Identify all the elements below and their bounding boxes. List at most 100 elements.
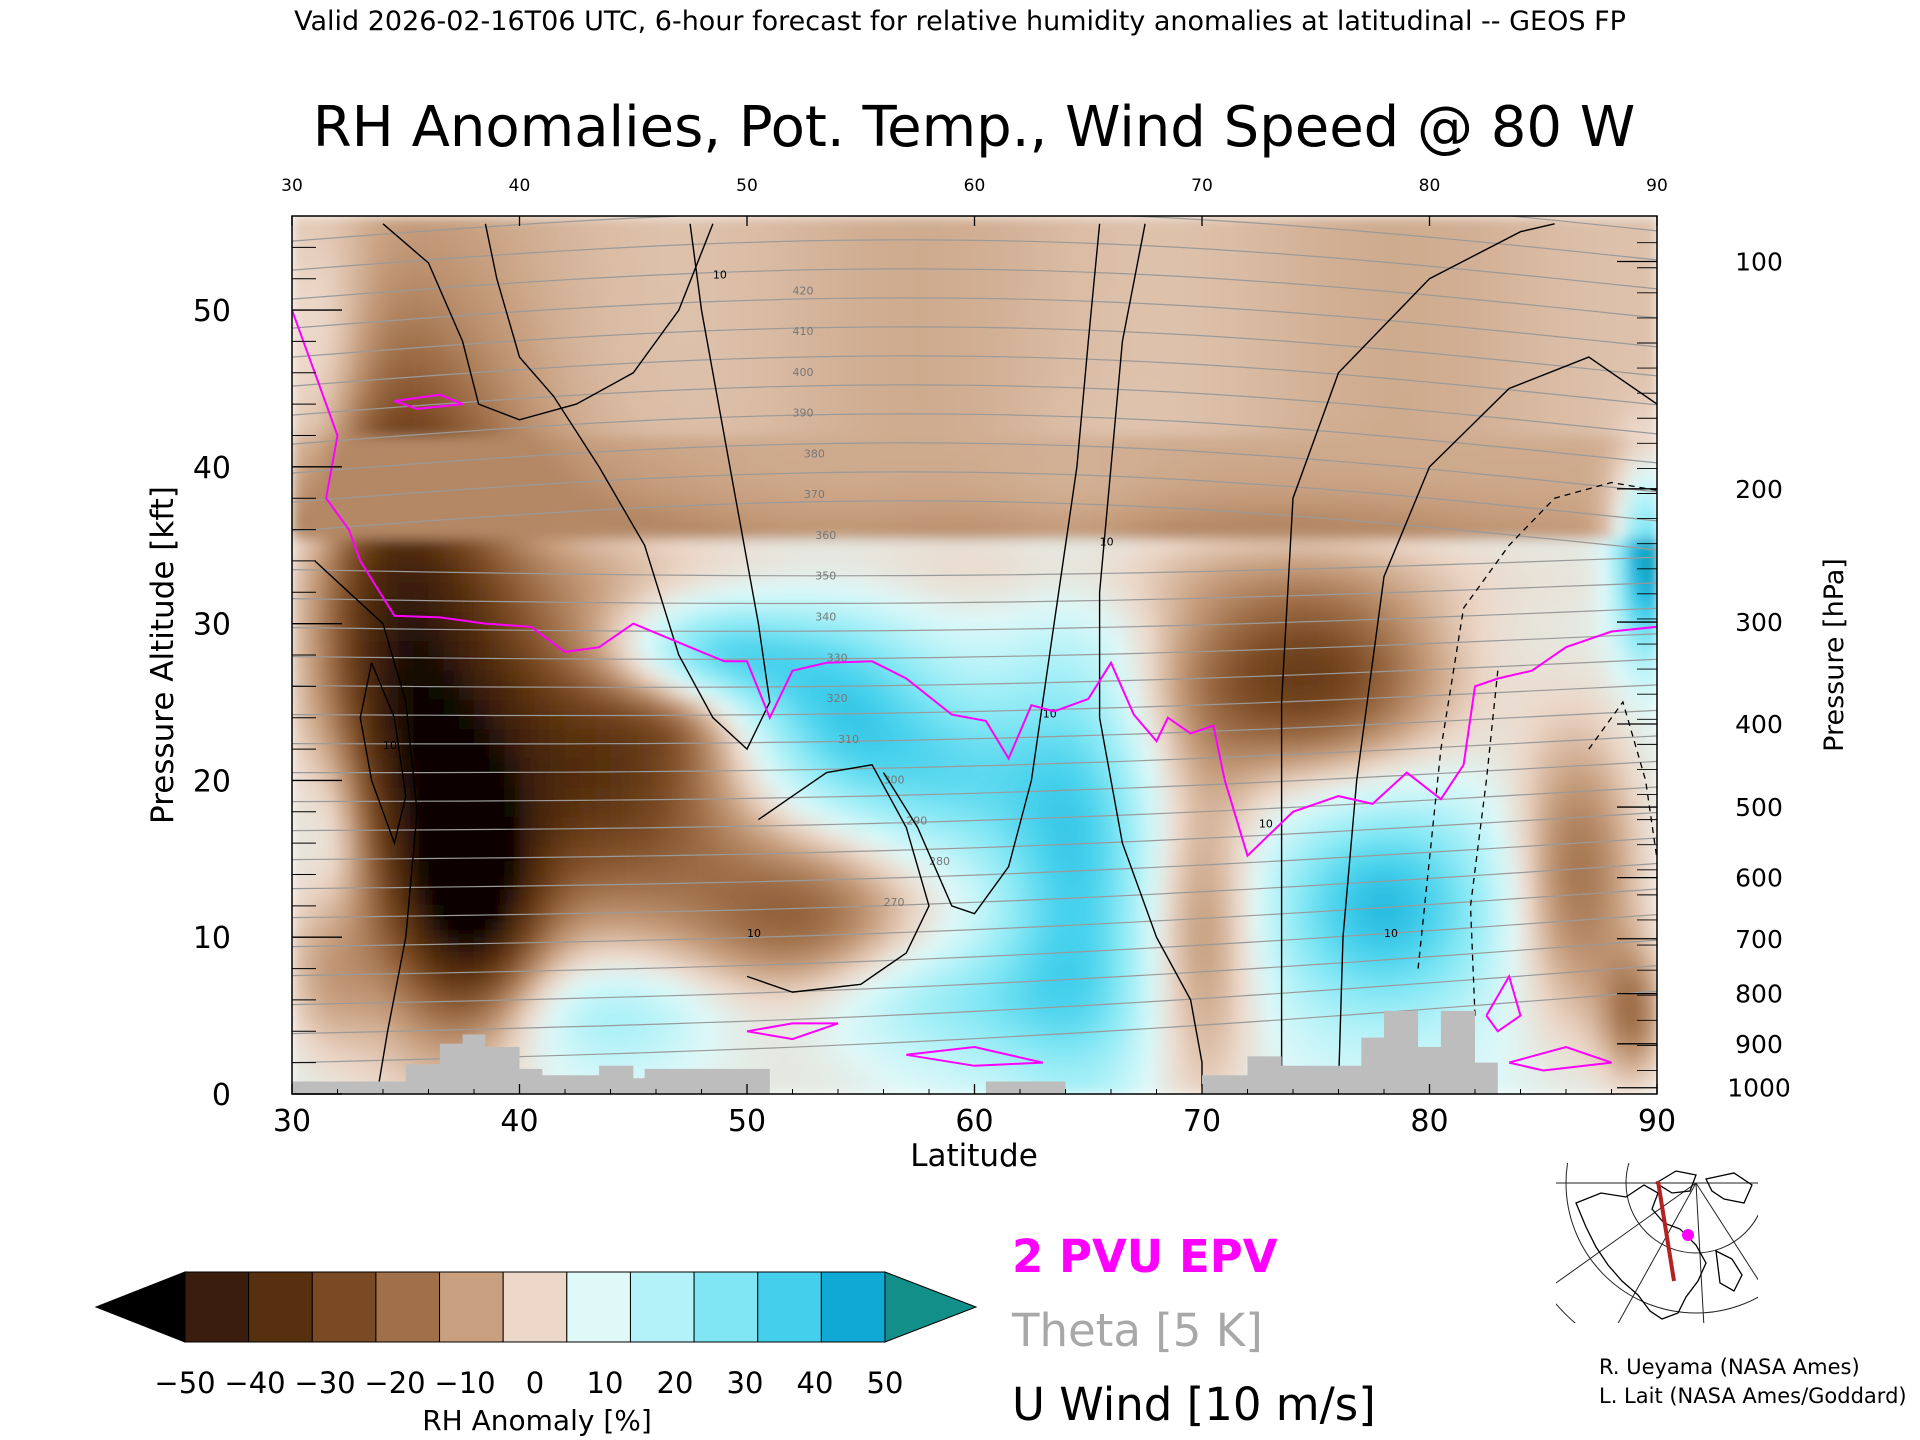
colorbar-tick-label: −20 — [364, 1366, 425, 1400]
colorbar-swatch — [757, 1271, 822, 1343]
theta-line — [292, 297, 1657, 348]
rh-anomaly-field — [292, 216, 1657, 1094]
theta-line — [292, 914, 1657, 977]
theta-label: 390 — [793, 407, 814, 420]
y-tick-label: 50 — [193, 294, 231, 329]
x-tick-label: 30 — [273, 1104, 311, 1139]
colorbar-swatch — [184, 1271, 250, 1343]
y-tick-label: 20 — [193, 764, 231, 799]
theta-line — [292, 633, 1657, 660]
u-wind-line — [1280, 223, 1555, 1087]
u-wind-line — [882, 223, 1101, 915]
terrain — [292, 1010, 1498, 1094]
theta-label: 380 — [804, 447, 825, 460]
colorbar-swatch — [693, 1271, 759, 1343]
x-tick-label: 90 — [1638, 1104, 1676, 1139]
cross-section-map-inset — [1556, 1163, 1758, 1323]
legend-theta: Theta [5 K] — [1011, 1304, 1263, 1357]
x-tick-label-top: 60 — [964, 176, 986, 196]
u-wind-line — [1337, 356, 1657, 1087]
theta-line — [292, 786, 1657, 832]
u-wind-label: 10 — [1384, 927, 1398, 940]
colorbar-swatch — [439, 1271, 504, 1343]
u-wind-line — [382, 223, 714, 421]
location-marker — [1682, 1229, 1694, 1241]
map-meridian — [1617, 1182, 1697, 1323]
u-wind-label: 10 — [383, 739, 397, 752]
x-tick-label: 40 — [500, 1104, 538, 1139]
u-wind-line — [746, 764, 930, 993]
theta-label: 270 — [884, 896, 905, 909]
y-tick-label: 10 — [193, 921, 231, 956]
colorbar-tick-label: 30 — [727, 1366, 764, 1400]
epv-2pvu-line — [1485, 973, 1522, 1033]
x-tick-label-top: 70 — [1191, 176, 1213, 196]
map-meridian — [1695, 1182, 1758, 1281]
theta-line — [292, 684, 1657, 717]
valid-time-header: Valid 2026-02-16T06 UTC, 6-hour forecast… — [294, 6, 1626, 37]
theta-line — [292, 658, 1657, 688]
pressure-tick-label: 700 — [1735, 925, 1783, 954]
pressure-tick-label: 100 — [1735, 247, 1783, 276]
theta-label: 320 — [827, 692, 848, 705]
colorbar-swatch — [248, 1271, 313, 1343]
colorbar-swatch — [629, 1271, 695, 1343]
theta-line — [292, 442, 1657, 493]
x-tick-label-top: 90 — [1646, 176, 1668, 196]
u-wind-label: 10 — [1259, 817, 1273, 830]
theta-line — [292, 556, 1657, 577]
theta-line — [292, 862, 1657, 919]
x-axis-label: Latitude — [910, 1138, 1038, 1174]
colorbar-tick-label: −50 — [154, 1366, 215, 1400]
theta-line — [292, 413, 1657, 464]
u-wind-negative-line — [1417, 481, 1657, 969]
theta-line — [292, 500, 1657, 551]
pressure-tick-label: 300 — [1735, 608, 1783, 637]
credit-line-1: R. Ueyama (NASA Ames) — [1599, 1355, 1860, 1379]
theta-line — [292, 760, 1657, 803]
legend-epv: 2 PVU EPV — [1012, 1230, 1278, 1283]
x-tick-label-top: 30 — [281, 176, 303, 196]
colorbar-swatch — [820, 1271, 886, 1343]
colorbar-label: RH Anomaly [%] — [422, 1404, 652, 1437]
theta-line — [292, 326, 1657, 377]
colorbar-swatch — [311, 1271, 377, 1343]
u-wind-label: 10 — [1100, 535, 1114, 548]
theta-line — [292, 239, 1657, 290]
pressure-tick-label: 1000 — [1727, 1074, 1791, 1103]
map-coastline — [1575, 1170, 1753, 1320]
legend-u-wind: U Wind [10 m/s] — [1012, 1378, 1376, 1431]
theta-label: 310 — [838, 733, 859, 746]
theta-line — [292, 582, 1657, 605]
chart-title: RH Anomalies, Pot. Temp., Wind Speed @ 8… — [313, 95, 1635, 160]
colorbar-swatch — [375, 1271, 441, 1343]
plot-area: 420 410 400 390 380 370 360 350 340 330 320 310 300 2… — [292, 216, 1657, 1094]
epv-2pvu-line — [746, 1022, 839, 1041]
colorbar-swatch — [502, 1271, 568, 1343]
theta-line — [292, 268, 1657, 319]
theta-line — [292, 811, 1657, 861]
axes: 3030404050506060707080809090010203040501… — [193, 176, 1791, 1139]
theta-line — [292, 888, 1657, 948]
u-wind-line — [314, 560, 418, 1087]
pressure-tick-label: 400 — [1735, 710, 1783, 739]
pressure-tick-label: 800 — [1735, 980, 1783, 1009]
terrain-fill — [292, 1010, 1498, 1094]
theta-label: 360 — [815, 529, 836, 542]
y-axis-label: Pressure Altitude [kft] — [145, 486, 181, 824]
y-tick-label: 30 — [193, 608, 231, 643]
theta-line — [292, 735, 1657, 774]
theta-line — [292, 939, 1657, 1006]
x-tick-label-top: 80 — [1419, 176, 1441, 196]
theta-line — [292, 965, 1657, 1035]
theta-label: 370 — [804, 488, 825, 501]
u-wind-label: 10 — [747, 927, 761, 940]
colorbar-tick-label: 0 — [526, 1366, 544, 1400]
pressure-tick-label: 500 — [1735, 793, 1783, 822]
colorbar-swatch — [566, 1271, 631, 1343]
colorbar: −50 −40 −30 −20 −10 0 10 20 30 40 50 — [94, 1271, 978, 1400]
x-tick-label-top: 50 — [736, 176, 758, 196]
pressure-tick-label: 600 — [1735, 864, 1783, 893]
theta-line — [292, 607, 1657, 632]
